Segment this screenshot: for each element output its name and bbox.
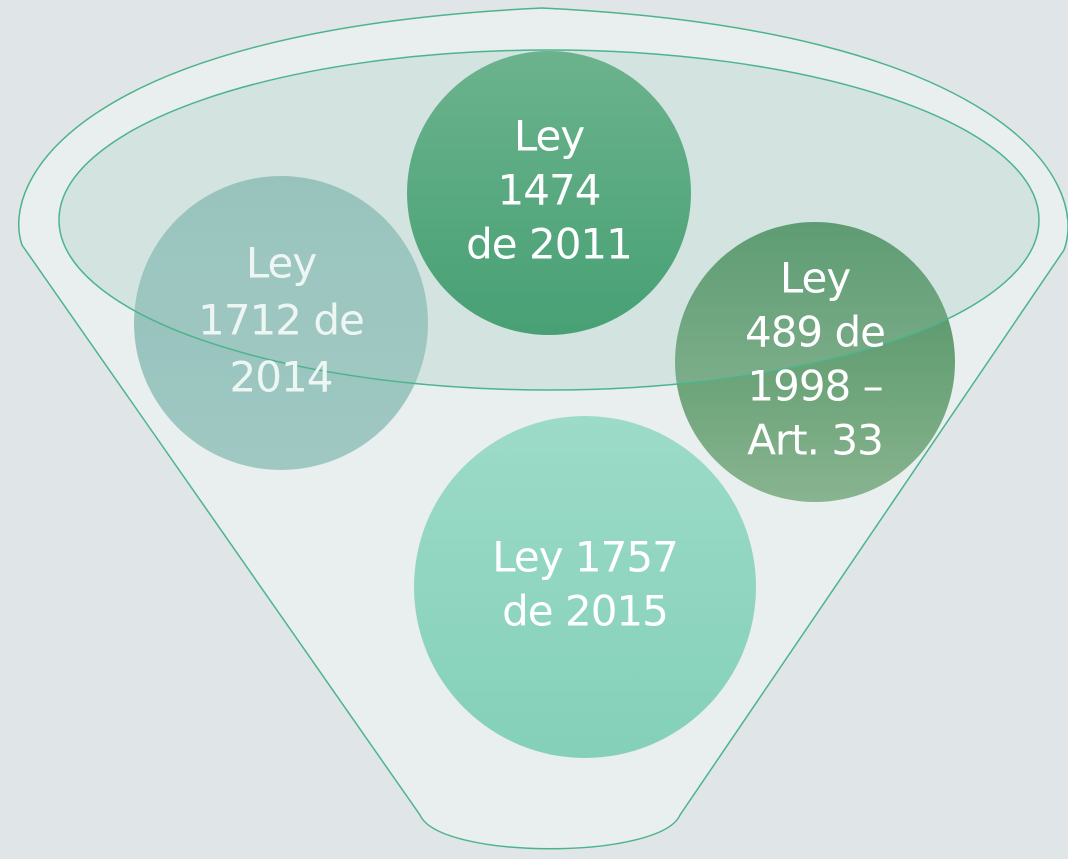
nodes (134, 51, 955, 758)
node-circle (134, 176, 428, 470)
node-circle (414, 416, 756, 758)
funnel-rim (58, 49, 1040, 391)
labels: Ley 1712 de 2014 Ley 1474 de 2011 Ley 489 de 199… (198, 112, 886, 636)
node-label: Ley (514, 112, 585, 161)
node-circle (675, 222, 955, 502)
node-label: 1712 de (198, 296, 364, 345)
node-label: 1474 (498, 166, 601, 215)
node-label: Ley 1757 (492, 533, 678, 582)
node-label: 489 de (745, 308, 885, 357)
node-label: Ley (780, 254, 851, 303)
node-label: 2014 (230, 353, 333, 402)
node-label: 1998 – (747, 362, 882, 411)
node-label: de 2015 (502, 587, 668, 636)
node-label: de 2011 (466, 220, 632, 269)
node-label: Art. 33 (747, 416, 883, 465)
node-label: Ley (246, 239, 317, 288)
node-circle (407, 51, 691, 335)
